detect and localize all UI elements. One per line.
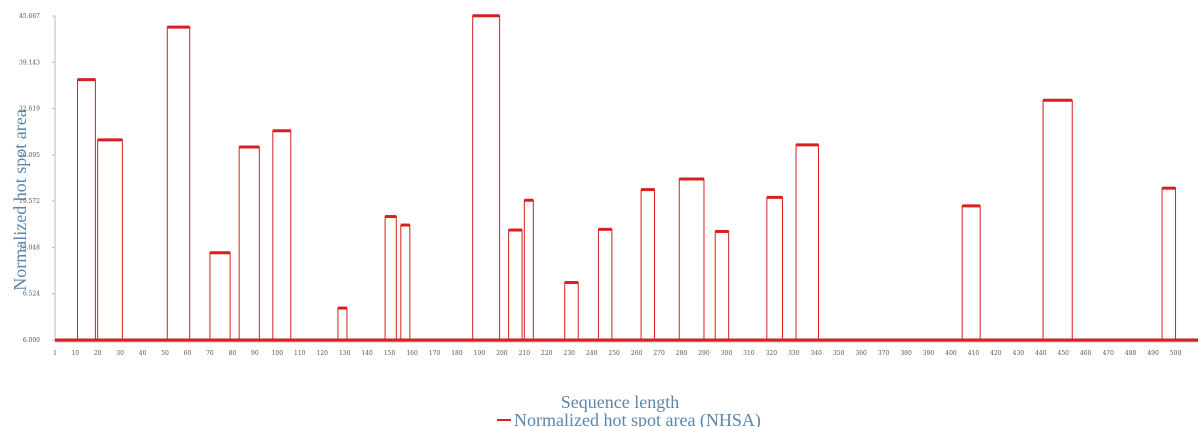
x-tick-label: 350 (833, 350, 845, 357)
x-tick-label: 290 (698, 350, 710, 357)
y-axis-title: Normalized hot spot area (10, 109, 30, 290)
legend-label: Normalized hot spot area (NHSA) (514, 410, 761, 427)
legend: Normalized hot spot area (NHSA) (497, 410, 761, 427)
x-tick-label: 10 (71, 350, 79, 357)
y-tick-label: 13.048 (19, 244, 40, 251)
x-tick-label: 130 (339, 350, 351, 357)
x-tick-label: 430 (1013, 350, 1025, 357)
x-tick-label: 120 (316, 350, 328, 357)
x-tick-label: 270 (653, 350, 665, 357)
x-tick-label: 230 (564, 350, 576, 357)
y-tick-label: 6.524 (23, 291, 40, 298)
x-tick-label: 80 (229, 350, 237, 357)
series-layer (55, 14, 1198, 342)
x-tick-label: 20 (94, 350, 102, 357)
x-tick-label: 150 (384, 350, 396, 357)
y-tick-label: 6.000 (23, 337, 40, 344)
legend-swatch (497, 419, 511, 421)
x-tick-label: 140 (361, 350, 373, 357)
x-tick-label: 440 (1035, 350, 1047, 357)
x-tick-label: 390 (923, 350, 935, 357)
x-tick-label: 450 (1058, 350, 1070, 357)
x-tick-label: 480 (1125, 350, 1137, 357)
x-tick-label: 470 (1102, 350, 1114, 357)
x-tick-label: 250 (608, 350, 620, 357)
x-tick-label: 50 (161, 350, 169, 357)
x-tick-label: 240 (586, 350, 598, 357)
x-tick-label: 170 (429, 350, 441, 357)
x-tick-label: 160 (406, 350, 418, 357)
x-tick-label: 200 (496, 350, 508, 357)
x-tick-label: 300 (721, 350, 733, 357)
x-tick-label: 310 (743, 350, 755, 357)
x-tick-label: 260 (631, 350, 643, 357)
plot-area (54, 16, 1198, 343)
x-tick-label: 60 (184, 350, 192, 357)
x-tick-label: 210 (519, 350, 531, 357)
y-tick-labels: 6.000 6.524 13.048 19.572 26.095 32.619 39.143… (19, 13, 55, 344)
x-tick-label: 340 (811, 350, 823, 357)
x-tick-label: 180 (451, 350, 463, 357)
x-tick-label: 70 (206, 350, 214, 357)
x-tick-label: 410 (968, 350, 980, 357)
x-tick-label: 490 (1147, 350, 1159, 357)
x-tick-label: 330 (788, 350, 800, 357)
x-tick-label: 360 (855, 350, 867, 357)
x-tick-labels: 1 10 20 30 40 50 60 70 80 90 100 110 120 130 140 150 160… (53, 350, 1181, 357)
x-tick-label: 90 (251, 350, 259, 357)
x-axis-title: Sequence length (561, 392, 679, 412)
x-tick-label: 40 (139, 350, 147, 357)
y-tick-label: 45.667 (19, 13, 40, 20)
x-tick-label: 30 (116, 350, 124, 357)
x-tick-label: 420 (990, 350, 1002, 357)
x-tick-label: 460 (1080, 350, 1092, 357)
y-tick-label: 19.572 (19, 198, 40, 205)
x-tick-label: 100 (272, 350, 284, 357)
x-tick-label: 370 (878, 350, 890, 357)
x-tick-label: 500 (1170, 350, 1182, 357)
x-tick-label: 380 (900, 350, 912, 357)
y-tick-label: 32.619 (19, 106, 40, 113)
y-tick-label: 39.143 (19, 59, 40, 66)
x-tick-label: 320 (766, 350, 778, 357)
x-tick-label: 220 (541, 350, 553, 357)
x-tick-label: 280 (676, 350, 688, 357)
y-tick-label: 26.095 (19, 152, 40, 159)
series-line (55, 15, 1198, 341)
x-tick-label: 190 (474, 350, 486, 357)
x-tick-label: 110 (294, 350, 306, 357)
x-tick-label: 400 (945, 350, 957, 357)
x-tick-label: 1 (53, 350, 57, 357)
